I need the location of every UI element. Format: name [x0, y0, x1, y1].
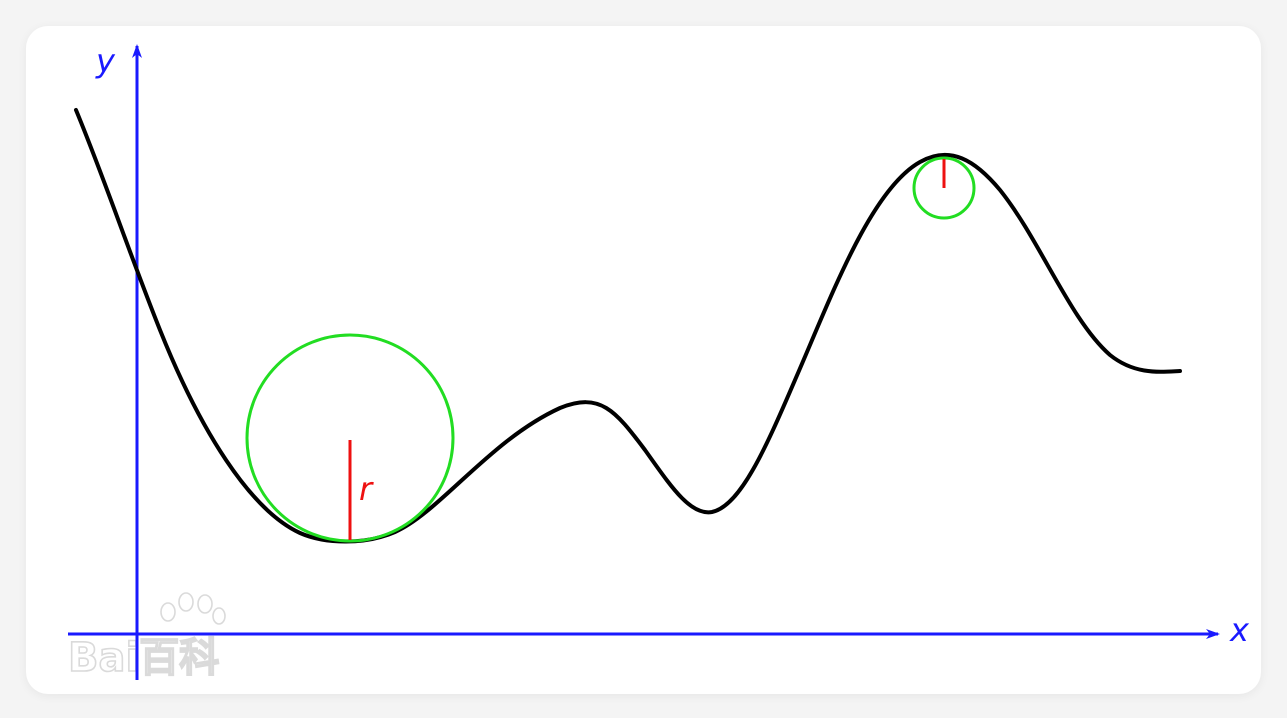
watermark-text: Bai百科: [68, 635, 219, 681]
radius-label: r: [359, 470, 374, 508]
y-axis-label: y: [95, 42, 116, 80]
curve: [74, 108, 1182, 544]
baidu-watermark: Bai百科: [67, 592, 226, 682]
large-osculating-circle: [245, 333, 455, 543]
paw-icon: [160, 592, 226, 625]
figure-card: [26, 26, 1261, 694]
small-osculating-circle: [912, 156, 976, 220]
x-axis-label: x: [1229, 611, 1250, 649]
